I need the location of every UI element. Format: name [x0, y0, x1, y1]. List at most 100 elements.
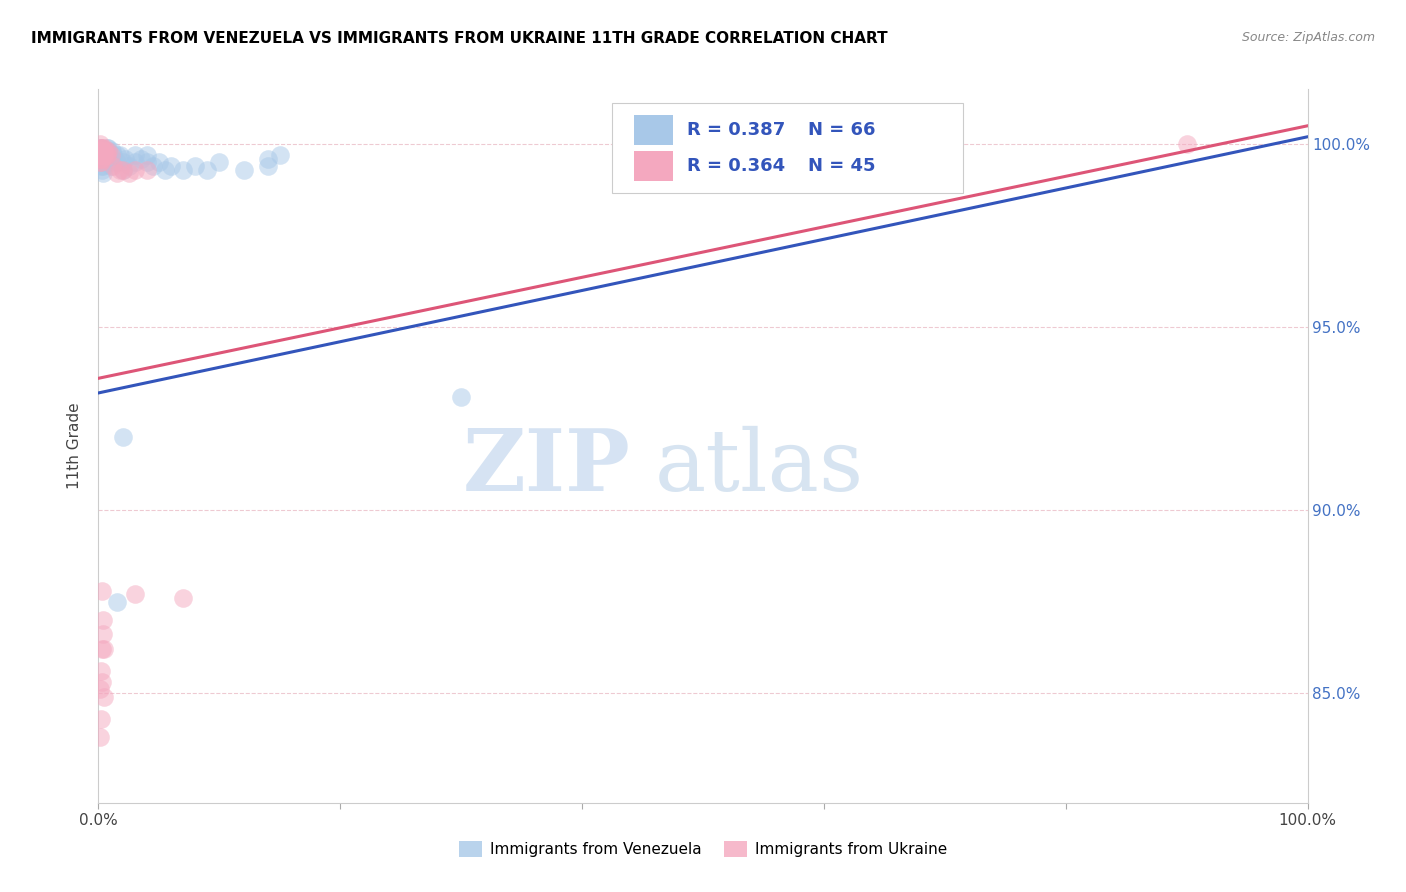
Point: [91, 613, 114, 627]
Point: [184, 159, 207, 173]
Point: [89, 148, 111, 162]
Point: [111, 430, 134, 444]
Point: [118, 166, 141, 180]
Point: [195, 162, 218, 177]
Point: [97, 145, 120, 159]
Point: [108, 162, 131, 177]
Point: [124, 148, 146, 162]
Point: [96, 148, 118, 162]
Text: R = 0.364: R = 0.364: [688, 157, 786, 175]
Point: [103, 155, 125, 169]
Point: [172, 591, 194, 605]
Text: N = 45: N = 45: [808, 157, 876, 175]
Point: [94, 148, 117, 162]
Point: [101, 159, 124, 173]
Point: [89, 148, 111, 162]
Point: [100, 145, 122, 159]
Point: [91, 148, 114, 162]
Text: ZIP: ZIP: [463, 425, 630, 509]
Point: [91, 145, 114, 159]
Point: [269, 148, 291, 162]
Point: [172, 162, 194, 177]
Point: [91, 166, 114, 180]
Point: [97, 145, 120, 159]
Point: [160, 159, 183, 173]
Point: [105, 166, 128, 180]
Text: Source: ZipAtlas.com: Source: ZipAtlas.com: [1241, 31, 1375, 45]
Point: [105, 155, 128, 169]
Bar: [634, 115, 673, 145]
Point: [105, 594, 128, 608]
Point: [94, 148, 117, 162]
Point: [89, 145, 111, 159]
Point: [90, 148, 112, 162]
Point: [91, 148, 114, 162]
Point: [91, 145, 114, 159]
Point: [90, 159, 112, 173]
Point: [101, 148, 124, 162]
Point: [89, 152, 111, 166]
Point: [90, 155, 112, 169]
Point: [96, 141, 118, 155]
Point: [100, 148, 122, 162]
Point: [135, 155, 157, 169]
Point: [91, 675, 114, 690]
Point: [91, 162, 114, 177]
Text: IMMIGRANTS FROM VENEZUELA VS IMMIGRANTS FROM UKRAINE 11TH GRADE CORRELATION CHAR: IMMIGRANTS FROM VENEZUELA VS IMMIGRANTS …: [31, 31, 887, 46]
Point: [89, 137, 111, 152]
Point: [91, 155, 114, 169]
Point: [89, 155, 111, 169]
Point: [256, 152, 278, 166]
FancyBboxPatch shape: [613, 103, 963, 193]
Point: [91, 627, 114, 641]
Point: [93, 148, 115, 162]
Point: [91, 148, 114, 162]
Point: [232, 162, 254, 177]
Point: [90, 152, 112, 166]
Point: [94, 145, 117, 159]
Point: [148, 155, 170, 169]
Point: [98, 148, 121, 162]
Point: [124, 587, 146, 601]
Point: [90, 155, 112, 169]
Point: [91, 152, 114, 166]
Point: [89, 141, 111, 155]
Point: [90, 712, 112, 726]
Point: [91, 152, 114, 166]
Point: [93, 152, 115, 166]
Point: [91, 583, 114, 598]
Point: [93, 148, 115, 162]
Point: [91, 159, 114, 173]
Point: [129, 152, 152, 166]
Point: [91, 145, 114, 159]
Point: [91, 148, 114, 162]
Point: [93, 690, 115, 704]
Point: [93, 642, 115, 657]
Point: [142, 159, 165, 173]
Point: [91, 152, 114, 166]
Point: [124, 162, 146, 177]
Text: atlas: atlas: [655, 425, 863, 509]
Point: [135, 148, 157, 162]
Point: [118, 159, 141, 173]
Point: [93, 145, 115, 159]
Point: [208, 155, 231, 169]
Point: [89, 682, 111, 697]
Point: [105, 148, 128, 162]
Text: N = 66: N = 66: [808, 121, 876, 139]
Point: [153, 162, 176, 177]
Point: [93, 145, 115, 159]
Point: [90, 145, 112, 159]
Point: [91, 155, 114, 169]
Point: [114, 152, 136, 166]
Point: [89, 730, 111, 744]
Point: [90, 148, 112, 162]
Legend: Immigrants from Venezuela, Immigrants from Ukraine: Immigrants from Venezuela, Immigrants fr…: [453, 835, 953, 863]
Point: [89, 141, 111, 155]
Point: [111, 162, 134, 177]
Point: [135, 162, 157, 177]
Point: [89, 145, 111, 159]
Point: [97, 141, 120, 155]
Point: [91, 642, 114, 657]
Point: [90, 141, 112, 155]
